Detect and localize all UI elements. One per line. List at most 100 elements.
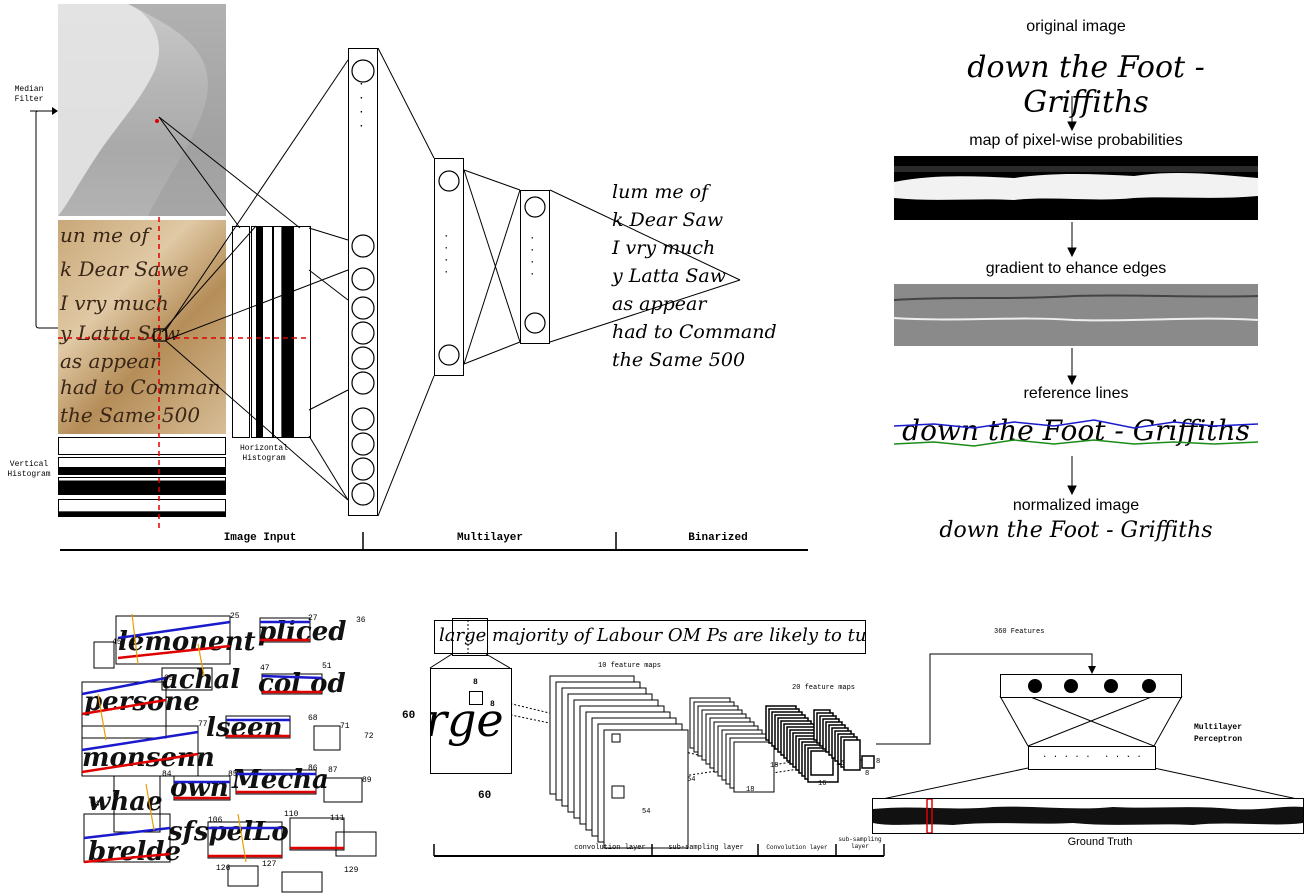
box-number-65: 65 <box>164 674 174 683</box>
map-size-8-side: 8 <box>876 758 881 766</box>
box-number-94: 94 <box>90 800 100 809</box>
input-size-side: 60 <box>402 710 416 722</box>
map-size-18-side: 18 <box>770 762 779 770</box>
original-handwriting: down the Foot - Griffiths <box>967 50 1205 120</box>
hidden-layer-2-dots: · · · · <box>531 233 534 279</box>
box-number-36: 36 <box>356 616 366 625</box>
vertical-histogram-3 <box>58 477 226 495</box>
binarized-line-5: as appear <box>612 293 707 315</box>
horizontal-histogram-2 <box>251 226 273 438</box>
binarized-output: lum me of k Dear Saw I vry much y Latta … <box>612 178 802 374</box>
box-number-106: 106 <box>208 816 223 825</box>
box-number-111: 111 <box>330 814 345 823</box>
hidden-layer-1-dots: · · · · <box>445 231 448 277</box>
median-filtered-image <box>58 4 226 216</box>
binarized-line-1: lum me of <box>612 181 709 203</box>
input-layer <box>348 48 378 516</box>
axis-subsampling-layer: sub-sampling layer <box>668 844 744 852</box>
axis-label-binarized: Binarized <box>688 532 748 544</box>
step-gradient-label: gradient to ehance edges <box>985 260 1167 277</box>
svg-text:the Same 500: the Same 500 <box>60 403 200 427</box>
step-original-label: original image <box>1026 18 1126 35</box>
box-number-47: 47 <box>260 664 270 673</box>
map-size-54-side: 54 <box>687 776 696 784</box>
box-number-84: 84 <box>162 770 172 779</box>
sentence-strip: large majority of Labour OM Ps are likel… <box>434 620 866 654</box>
svg-text:as appear: as appear <box>60 349 161 373</box>
horizontal-histogram-label: Horizontal Histogram <box>239 444 288 463</box>
top-left-panel: Median Filter un me of k Dear Sawe I vry… <box>0 0 820 560</box>
mlp-input-layer <box>1000 674 1182 698</box>
input-crop: rge <box>430 668 512 774</box>
svg-text:persone: persone <box>84 687 200 717</box>
normalized-handwriting: down the Foot - Griffiths <box>939 518 1213 543</box>
box-number-87: 87 <box>328 766 338 775</box>
axis-label-multilayer: Multilayer <box>456 532 523 544</box>
mlp-output-layer <box>1028 746 1156 770</box>
map-size-54-bottom: 54 <box>642 808 651 816</box>
features-label: 360 Features <box>994 628 1045 636</box>
svg-text:I vry much: I vry much <box>59 291 169 315</box>
step-normalized-label: normalized image <box>1012 497 1140 514</box>
binarized-line-2: k Dear Saw <box>612 209 724 231</box>
box-number-126: 126 <box>216 864 231 873</box>
feature-maps-20-label: 20 feature maps <box>792 684 856 692</box>
box-number-110: 110 <box>284 810 299 819</box>
binarized-line-4: y Latta Saw <box>612 265 726 287</box>
axis-subsampling-layer-2: sub-sampling layer <box>838 836 882 850</box>
box-number-27: 27 <box>308 614 318 623</box>
box-number-71: 71 <box>340 722 350 731</box>
ground-truth-strip <box>872 798 1304 834</box>
bounding-boxes-panel: lemonent pliced persone achal col od mon… <box>58 604 380 894</box>
map-size-8-bottom: 8 <box>865 770 870 778</box>
box-number-89: 89 <box>362 776 372 785</box>
axis-convolution-layer-2: Convolution layer <box>766 844 828 851</box>
sentence-text: large majority of Labour OM Ps are likel… <box>439 625 866 646</box>
median-filter-label: Median Filter <box>14 85 44 104</box>
axis-label-image-input: Image Input <box>223 532 297 544</box>
map-size-16-side: 16 <box>836 760 845 768</box>
binarized-line-3: I vry much <box>612 237 716 259</box>
kernel-size-a: 8 <box>473 678 478 687</box>
feature-maps-10-label: 10 feature maps <box>598 662 662 670</box>
cnn-connections <box>429 620 890 857</box>
reference-lines-image: down the Foot - Griffiths <box>894 408 1258 460</box>
svg-text:lemonent: lemonent <box>118 627 256 657</box>
sentence-window <box>452 618 488 656</box>
horizontal-histogram-3 <box>273 226 293 438</box>
binarized-line-7: the Same 500 <box>612 349 746 371</box>
input-size-bottom: 60 <box>478 790 492 802</box>
vertical-histogram-4 <box>58 499 226 517</box>
gradient-image <box>894 284 1258 346</box>
vertical-histogram-1 <box>58 437 226 455</box>
input-crop-text: rge <box>430 693 504 747</box>
box-number-86: 86 <box>308 764 318 773</box>
step-probabilities-label: map of pixel-wise probabilities <box>969 132 1183 149</box>
mlp-dots-a: . . . . . <box>1042 750 1091 760</box>
top-right-panel: original image down the Foot - Griffiths… <box>880 0 1300 560</box>
kernel-size-b: 8 <box>490 700 495 709</box>
mlp-connections <box>877 653 1303 801</box>
map-size-16-bottom: 16 <box>818 780 827 788</box>
box-number-45: 45 <box>112 638 122 647</box>
map-size-18-bottom: 18 <box>746 786 755 794</box>
step-reference-label: reference lines <box>1023 385 1129 402</box>
box-number-129: 129 <box>344 866 359 875</box>
axis-convolution-layer: convolution layer <box>574 844 646 852</box>
box-number-127: 127 <box>262 860 277 869</box>
network-connections <box>30 47 808 551</box>
pipeline-arrows <box>1067 96 1077 496</box>
probability-map-image <box>894 156 1258 220</box>
box-number-85: 85 <box>228 770 238 779</box>
vertical-histogram-label: Vertical Histogram <box>7 460 51 479</box>
box-number-51: 51 <box>322 662 332 671</box>
ground-truth-label: Ground Truth <box>1067 836 1133 848</box>
mlp-panel: 360 Features . . . . . . . . . Multilaye… <box>860 610 1306 894</box>
cnn-panel: large majority of Labour OM Ps are likel… <box>400 610 890 894</box>
box-number-72: 72 <box>364 732 374 741</box>
svg-text:had to Comman: had to Comman <box>60 375 220 399</box>
horizontal-histogram-4 <box>293 226 311 438</box>
vertical-histogram-2 <box>58 457 226 475</box>
horizontal-histogram-1 <box>232 226 250 438</box>
box-number-77: 77 <box>198 720 208 729</box>
